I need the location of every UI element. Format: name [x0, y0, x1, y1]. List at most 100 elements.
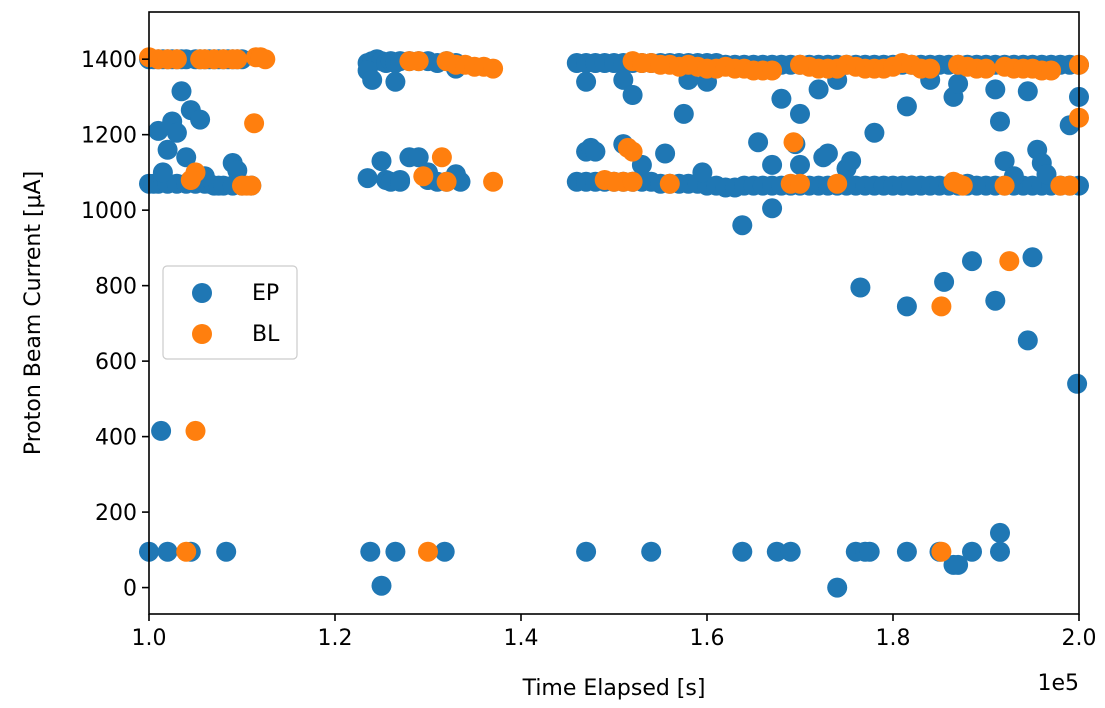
point-bl — [176, 541, 197, 562]
point-ep — [176, 147, 197, 168]
point-ep — [362, 69, 383, 90]
point-bl — [762, 60, 783, 81]
point-bl — [418, 541, 438, 562]
point-ep — [850, 277, 871, 298]
point-bl — [827, 173, 848, 194]
point-ep — [357, 168, 378, 189]
point-bl — [952, 175, 973, 196]
x-tick-label: 1.8 — [876, 626, 911, 651]
legend-marker-ep — [192, 283, 212, 303]
data-points — [139, 47, 1089, 598]
point-bl — [436, 171, 457, 192]
point-ep — [576, 71, 597, 92]
point-ep — [450, 171, 471, 192]
point-ep — [157, 541, 178, 562]
point-bl — [999, 251, 1020, 272]
point-bl — [483, 171, 504, 192]
point-ep — [985, 290, 1006, 311]
point-ep — [1067, 373, 1088, 394]
point-ep — [385, 71, 406, 92]
point-ep — [613, 69, 634, 90]
point-bl — [431, 147, 452, 168]
point-ep — [896, 296, 917, 317]
point-ep — [371, 151, 392, 172]
point-ep — [641, 541, 662, 562]
legend: EP BL — [162, 265, 298, 360]
point-ep — [901, 175, 922, 196]
x-tick-label: 1.4 — [504, 626, 539, 651]
point-ep — [1017, 330, 1038, 351]
x-axis: 1.0 1.2 1.4 1.6 1.8 2.0 — [132, 614, 1097, 651]
point-bl — [180, 170, 201, 190]
point-ep — [360, 541, 381, 562]
point-ep — [948, 554, 969, 575]
plot-frame — [148, 11, 1080, 615]
y-tick-label: 1200 — [81, 124, 137, 149]
x-tick-label: 1.6 — [690, 626, 725, 651]
point-ep — [748, 132, 769, 153]
legend-label-ep: EP — [252, 281, 279, 306]
y-tick-label: 1000 — [81, 199, 137, 224]
point-ep — [808, 79, 829, 100]
x-tick-label: 1.0 — [132, 626, 167, 651]
x-tick-label: 2.0 — [1062, 626, 1097, 651]
point-ep — [151, 420, 172, 441]
legend-marker-bl — [192, 324, 212, 344]
point-ep — [434, 541, 455, 562]
point-bl — [483, 58, 504, 79]
point-bl — [783, 132, 804, 153]
point-ep — [990, 522, 1010, 543]
point-ep — [673, 103, 694, 124]
point-ep — [157, 139, 178, 160]
point-bl — [255, 49, 276, 70]
point-bl — [622, 141, 643, 162]
point-ep — [790, 103, 810, 124]
point-bl — [931, 296, 952, 317]
point-ep — [790, 154, 810, 175]
series-bl — [139, 47, 1089, 562]
y-tick-label: 800 — [95, 275, 137, 300]
point-ep — [585, 141, 606, 162]
point-bl — [994, 175, 1015, 196]
point-bl — [244, 113, 265, 134]
point-ep — [732, 215, 753, 236]
point-bl — [920, 58, 941, 79]
y-axis: 0 200 400 600 800 1000 1200 1400 — [81, 48, 149, 602]
point-ep — [390, 170, 411, 190]
point-ep — [896, 541, 917, 562]
point-ep — [762, 154, 783, 175]
point-ep — [990, 111, 1010, 132]
point-ep — [152, 162, 173, 183]
point-ep — [692, 162, 713, 183]
y-tick-label: 0 — [123, 577, 137, 602]
x-axis-label: Time Elapsed [s] — [522, 676, 706, 701]
legend-label-bl: BL — [252, 322, 280, 347]
point-ep — [994, 151, 1015, 172]
x-axis-offset-text: 1e5 — [1037, 671, 1079, 696]
point-ep — [171, 81, 192, 102]
point-bl — [413, 166, 434, 187]
point-ep — [1036, 164, 1057, 185]
point-ep — [408, 147, 429, 168]
y-tick-label: 400 — [95, 426, 137, 451]
point-ep — [732, 541, 753, 562]
point-ep — [766, 541, 787, 562]
y-axis-label: Proton Beam Current [μA] — [21, 171, 46, 455]
point-ep — [655, 143, 676, 164]
point-ep — [190, 109, 211, 130]
point-ep — [1022, 247, 1043, 268]
point-ep — [841, 151, 862, 172]
point-ep — [385, 541, 406, 562]
point-ep — [622, 85, 643, 105]
point-bl — [931, 541, 952, 562]
point-ep — [864, 122, 885, 143]
point-ep — [948, 73, 969, 94]
point-ep — [166, 122, 187, 143]
point-bl — [1059, 175, 1080, 196]
point-ep — [962, 251, 982, 272]
point-ep — [371, 575, 392, 596]
point-ep — [227, 160, 248, 181]
point-ep — [985, 79, 1006, 100]
x-tick-label: 1.2 — [318, 626, 353, 651]
